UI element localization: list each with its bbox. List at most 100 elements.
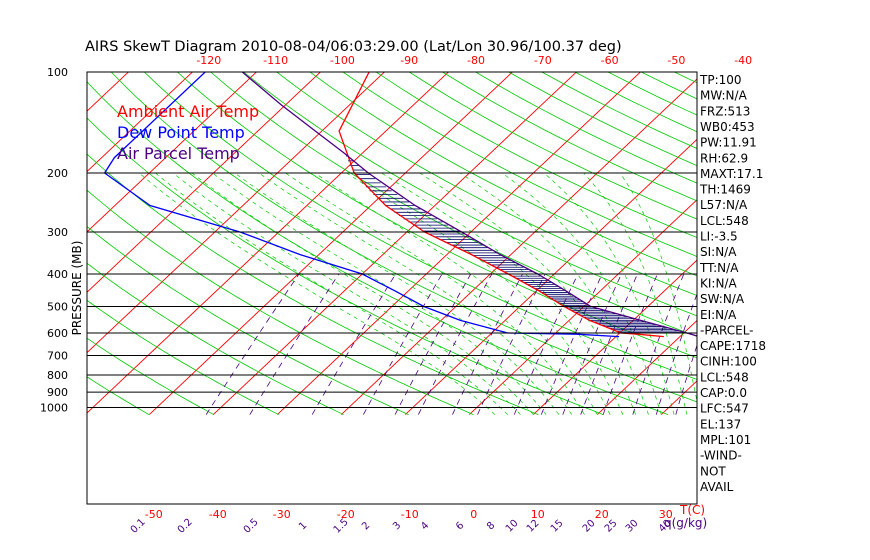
mixing-ratio-line [513,273,579,415]
index-label: RH:62.9 [700,151,748,165]
chart-title: AIRS SkewT Diagram 2010-08-04/06:03:29.0… [85,39,622,55]
mixing-ratio-label: 30 [624,518,641,535]
dry-adiabat [87,299,279,415]
index-label: L57:N/A [700,198,748,212]
background-grid [0,65,870,415]
mixing-ratio-line [249,273,340,415]
temp-tick-label-bottom: -30 [273,508,291,521]
pressure-tick-label: 400 [47,268,68,281]
moist-adiabat [172,172,521,415]
temp-tick-label-top: -90 [400,54,418,67]
isotherm [87,72,194,173]
index-label: AVAIL [700,480,734,494]
mixing-ratio-label: 3 [391,520,403,532]
dry-adiabat [87,226,409,415]
temp-tick-label-top: -40 [734,54,752,67]
index-label: EL:137 [700,417,741,431]
temp-tick-label-top: -120 [196,54,221,67]
dry-adiabat [210,72,697,337]
series-line-1 [103,72,620,338]
temp-tick-label-bottom: -20 [337,508,355,521]
index-label: -PARCEL- [700,323,754,337]
legend-ambient-air-temp: Ambient Air Temp [117,102,259,121]
temp-tick-label-top: -60 [601,54,619,67]
temp-tick-label-top: -110 [263,54,288,67]
legend-dew-point-temp: Dew Point Temp [117,123,245,142]
dry-adiabat [177,72,697,359]
index-label: TT:N/A [699,261,739,275]
isotherm [87,72,450,414]
pressure-tick-label: 200 [47,167,68,180]
index-label: MW:N/A [700,89,748,103]
mixing-ratio-label: 8 [485,520,497,532]
dry-adiabat [144,72,697,380]
moist-adiabat [381,172,624,415]
moist-adiabat [346,172,611,415]
index-label: LI:-3.5 [700,230,738,244]
dry-adiabat [309,72,697,277]
series-line-0 [338,72,664,338]
moist-adiabat [234,172,560,415]
mixing-ratio-unit: q(g/kg) [664,516,707,530]
moist-adiabat [191,172,534,415]
mixing-ratio-line [452,273,523,415]
pressure-tick-label: 300 [47,226,68,239]
index-label: MPL:101 [700,433,751,447]
temp-tick-label-top: -50 [667,54,685,67]
plot-frame [86,71,698,505]
temp-tick-label-bottom: -40 [209,508,227,521]
temp-tick-label-top: -70 [534,54,552,67]
dry-adiabat [87,262,344,415]
temp-tick-label-bottom: 0 [470,508,477,521]
mixing-ratio-line [477,273,546,415]
mixing-ratio-line [562,273,622,415]
index-label: MAXT:17.1 [700,167,763,181]
index-label: CAPE:1718 [700,339,766,353]
mixing-ratio-line [311,273,397,415]
moist-adiabat [583,172,688,415]
temp-tick-label-bottom: 30 [659,508,673,521]
mixing-ratio-label: 0.5 [242,517,261,536]
isotherm [87,72,258,233]
index-label: LCL:548 [700,370,749,384]
dry-adiabat [342,72,697,257]
pressure-axis-label: PRESSURE (MB) [70,241,84,336]
dry-adiabat [409,72,697,220]
dry-adiabat [87,337,214,415]
mixing-ratio-line [655,293,697,415]
moist-adiabat [212,172,547,415]
mixing-ratio-label: 6 [454,520,466,532]
index-label: CINH:100 [700,355,757,369]
isotherm [0,65,8,415]
temp-tick-label-top: -100 [330,54,355,67]
isotherm [660,380,697,415]
series-line-2 [241,72,697,337]
mixing-ratio-line [675,344,697,415]
isotherm [596,319,697,415]
mixing-ratio-line [632,273,685,415]
isobars [87,172,697,408]
index-label: -WIND- [700,449,742,463]
dry-adiabat [741,72,870,415]
mixing-ratio-line [394,273,472,415]
moist-adiabat [459,172,649,415]
index-label: KI:N/A [700,276,737,290]
moist-adiabat [258,172,572,415]
mixing-ratio-label: 1 [297,520,309,532]
dry-adiabat [87,117,604,415]
index-label: SW:N/A [700,292,745,306]
isotherm [404,138,697,415]
dry-adiabat [840,72,870,415]
index-label: FRZ:513 [700,104,750,118]
mixing-ratio-line [602,273,658,415]
moist-adiabat [419,172,637,415]
isotherm [532,259,697,415]
index-label: CAP:0.0 [700,386,747,400]
mixing-ratio-line [418,273,493,415]
dry-adiabat [375,72,697,239]
isotherm [212,72,578,415]
index-label: LFC:547 [700,402,749,416]
index-label: EI:N/A [700,308,737,322]
isotherm [87,72,386,354]
